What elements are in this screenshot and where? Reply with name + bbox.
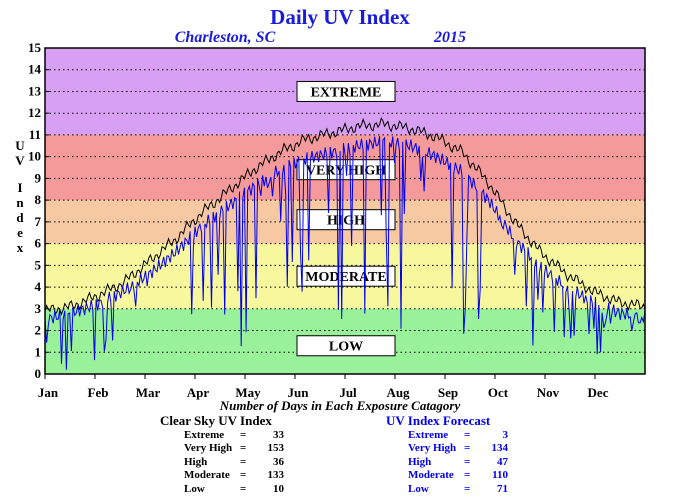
y-tick-label: 0 (35, 366, 42, 381)
x-tick-label: Apr (187, 385, 210, 400)
y-axis-label-char: d (16, 210, 24, 225)
row-label: Very High (184, 442, 233, 454)
forecast-row: Moderate = 110 (408, 469, 508, 483)
x-tick-label: Jul (339, 385, 357, 400)
row-value: 110 (492, 469, 508, 481)
row-value: 134 (491, 442, 509, 454)
y-tick-label: 10 (28, 149, 41, 164)
y-tick-label: 6 (35, 236, 42, 251)
row-label: Moderate (184, 469, 230, 481)
row-label: Extreme (408, 428, 449, 441)
forecast-heading: UV Index Forecast (386, 413, 491, 428)
chart-year: 2015 (433, 29, 466, 46)
row-equals: = (464, 455, 471, 468)
clear-sky-row: Very High = 153 (184, 442, 284, 456)
chart-title: Daily UV Index (270, 5, 410, 29)
y-tick-label: 1 (35, 344, 42, 359)
row-value: 33 (273, 428, 284, 441)
row-equals: = (464, 428, 471, 441)
y-axis-label-char: x (17, 240, 24, 255)
plot-frame (44, 47, 646, 375)
band-label-box (296, 209, 396, 231)
row-equals: = (240, 428, 247, 441)
band-label-box (296, 265, 396, 287)
band-label-box (296, 335, 396, 357)
forecast-row: High = 47 (408, 456, 508, 470)
row-equals: = (240, 442, 247, 454)
row-label: High (184, 455, 208, 468)
row-equals: = (240, 455, 247, 468)
band-label: LOW (329, 340, 363, 355)
row-equals: = (240, 469, 247, 481)
row-equals: = (464, 469, 471, 481)
x-tick-label: Feb (88, 385, 109, 400)
forecast-row: Extreme = 3 (408, 429, 508, 443)
x-tick-label: Oct (488, 385, 509, 400)
row-value: 36 (273, 455, 284, 468)
x-tick-label: Nov (537, 385, 560, 400)
y-axis-label-char: V (15, 153, 25, 168)
row-value: 71 (497, 482, 508, 495)
clear-sky-row: Extreme = 33 (184, 429, 284, 443)
x-tick-label: May (235, 385, 261, 400)
band-label-box (296, 80, 396, 102)
forecast-row: Very High = 134 (408, 442, 508, 456)
y-tick-label: 5 (35, 257, 42, 272)
forecast-row: Low = 71 (408, 483, 508, 497)
row-label: High (408, 455, 432, 468)
y-axis-label-char: e (17, 225, 23, 240)
forecast-panel: UV Index Forecast Extreme = 3 Very High = 134… (386, 414, 508, 496)
x-tick-label: Sep (438, 385, 458, 400)
forecast-line (44, 136, 646, 370)
row-equals: = (464, 442, 471, 454)
band-label: EXTREME (311, 85, 382, 100)
row-equals: = (464, 482, 471, 495)
x-tick-label: Dec (588, 385, 609, 400)
row-value: 3 (502, 428, 509, 441)
y-tick-label: 7 (35, 214, 42, 229)
y-tick-label: 9 (35, 170, 42, 185)
row-value: 47 (497, 455, 508, 468)
y-axis-label-char: I (17, 180, 22, 195)
x-tick-label: Jan (38, 385, 59, 400)
y-tick-label: 13 (28, 83, 42, 98)
x-tick-label: Mar (136, 385, 161, 400)
row-label: Low (184, 482, 205, 495)
y-axis-label-char: n (16, 195, 24, 210)
row-value: 133 (267, 469, 285, 481)
row-value: 10 (273, 482, 284, 495)
band-label: MODERATE (305, 270, 386, 285)
y-axis-label-char: U (15, 138, 25, 153)
clear-sky-row: High = 36 (184, 456, 284, 470)
clear-sky-line (44, 116, 646, 316)
row-value: 153 (267, 442, 285, 454)
x-tick-label: Aug (386, 385, 410, 400)
clear-sky-panel: Clear Sky UV Index Extreme = 33 Very High = 1… (160, 414, 284, 496)
y-tick-label: 8 (35, 192, 42, 207)
clear-sky-heading: Clear Sky UV Index (160, 413, 272, 428)
y-tick-label: 11 (29, 127, 41, 142)
row-equals: = (240, 482, 247, 495)
clear-sky-row: Low = 10 (184, 483, 284, 497)
y-tick-label: 15 (28, 40, 42, 55)
chart-caption: Number of Days in Each Exposure Catagory (219, 398, 461, 413)
y-tick-label: 12 (28, 105, 41, 120)
y-tick-label: 4 (35, 279, 42, 294)
row-label: Extreme (184, 428, 225, 441)
row-label: Moderate (408, 469, 454, 481)
chart-location: Charleston, SC (175, 29, 276, 46)
row-label: Very High (408, 442, 457, 454)
row-label: Low (408, 482, 429, 495)
x-tick-label: Jun (288, 385, 310, 400)
y-tick-label: 3 (35, 301, 42, 316)
y-tick-label: 14 (28, 62, 42, 77)
band-label: HIGH (327, 214, 365, 229)
y-tick-label: 2 (35, 323, 42, 338)
clear-sky-row: Moderate = 133 (184, 469, 284, 483)
